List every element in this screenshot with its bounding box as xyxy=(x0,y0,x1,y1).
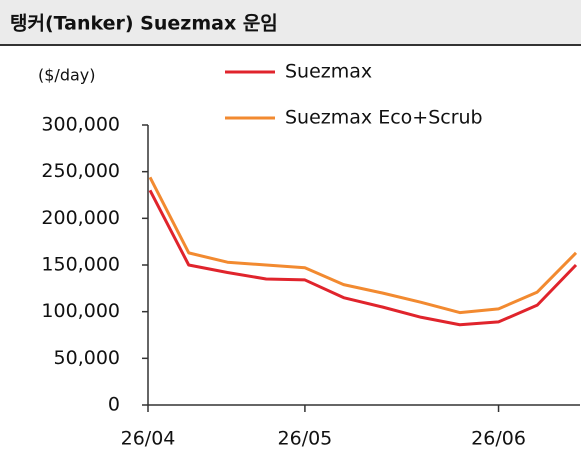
x-tick-label: 26/04 xyxy=(121,428,176,450)
y-tick-label: 300,000 xyxy=(41,114,120,136)
y-axis-label: ($/day) xyxy=(38,66,95,85)
series-line xyxy=(148,189,578,327)
y-tick-label: 50,000 xyxy=(54,347,120,369)
y-tick-label: 100,000 xyxy=(41,300,120,322)
chart-title: 탱커(Tanker) Suezmax 운임 xyxy=(10,13,278,35)
x-tick-label: 26/06 xyxy=(471,428,526,450)
series-line xyxy=(148,176,578,315)
x-tick-label: 26/05 xyxy=(278,428,333,450)
header-band xyxy=(0,0,581,45)
legend-label: Suezmax xyxy=(285,61,372,83)
legend-label: Suezmax Eco+Scrub xyxy=(285,107,483,129)
y-tick-label: 250,000 xyxy=(41,160,120,182)
y-tick-label: 150,000 xyxy=(41,254,120,276)
y-tick-label: 0 xyxy=(108,394,120,416)
y-tick-label: 200,000 xyxy=(41,207,120,229)
